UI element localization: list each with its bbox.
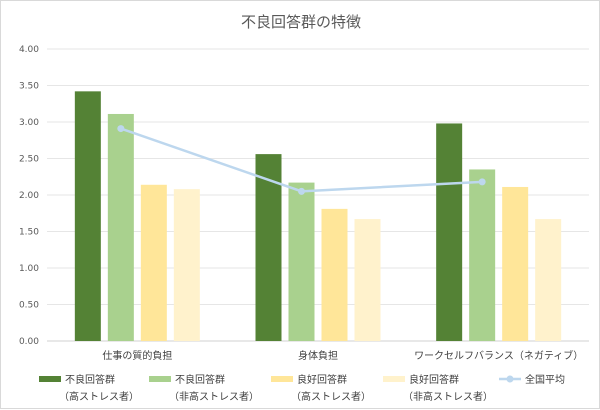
legend-label-sub: （非高ストレス者） <box>403 390 493 403</box>
bar <box>255 154 282 341</box>
x-category-label: ワークセルフバランス（ネガティブ） <box>414 349 583 362</box>
legend-swatch-marker <box>506 375 514 383</box>
bar <box>469 169 496 341</box>
y-tick-label: 0.50 <box>19 301 39 311</box>
x-category-label: 仕事の質的負担 <box>102 349 172 362</box>
legend-swatch <box>149 376 171 382</box>
legend-label: 良好回答群 <box>297 373 347 386</box>
legend-item: 全国平均 <box>499 373 565 386</box>
line-marker <box>478 178 486 186</box>
chart-title: 不良回答群の特徴 <box>241 13 361 31</box>
bar <box>74 91 101 341</box>
bar <box>436 123 463 342</box>
legend-swatch <box>39 376 61 382</box>
legend-item: 良好回答群 （非高ストレス者） <box>383 373 493 403</box>
y-tick-label: 3.00 <box>19 118 39 128</box>
legend-label-sub: （非高ストレス者） <box>169 390 259 403</box>
legend-item: 不良回答群 （高ストレス者） <box>39 373 139 403</box>
bar <box>173 189 200 341</box>
legend-label: 不良回答群 <box>65 373 115 386</box>
y-tick-label: 0.00 <box>19 337 39 347</box>
series-line-national-average <box>120 127 483 193</box>
bar <box>321 208 348 341</box>
legend-item: 良好回答群 （高ストレス者） <box>271 373 371 403</box>
y-tick-label: 3.50 <box>19 82 39 92</box>
y-tick-label: 1.00 <box>19 264 39 274</box>
legend-item: 不良回答群 （非高ストレス者） <box>149 373 259 403</box>
line-marker <box>298 187 305 195</box>
legend-label-sub: （高ストレス者） <box>59 390 139 403</box>
bar <box>107 113 134 341</box>
bar <box>354 219 381 341</box>
legend-label: 良好回答群 <box>409 373 459 386</box>
legend-swatch <box>383 376 405 382</box>
legend-swatch <box>271 376 293 382</box>
y-tick-label: 2.50 <box>19 155 39 165</box>
bar <box>535 219 562 341</box>
y-tick-label: 2.00 <box>19 191 39 201</box>
bar <box>288 182 315 341</box>
bar <box>140 184 167 341</box>
legend-label: 不良回答群 <box>175 373 225 386</box>
line-marker <box>117 125 125 133</box>
y-tick-label: 1.50 <box>19 228 39 238</box>
x-category-label: 身体負担 <box>298 349 338 362</box>
bar <box>502 186 529 341</box>
legend-label: 全国平均 <box>525 373 565 386</box>
legend-label-sub: （高ストレス者） <box>291 390 371 403</box>
y-tick-label: 4.00 <box>19 45 39 55</box>
